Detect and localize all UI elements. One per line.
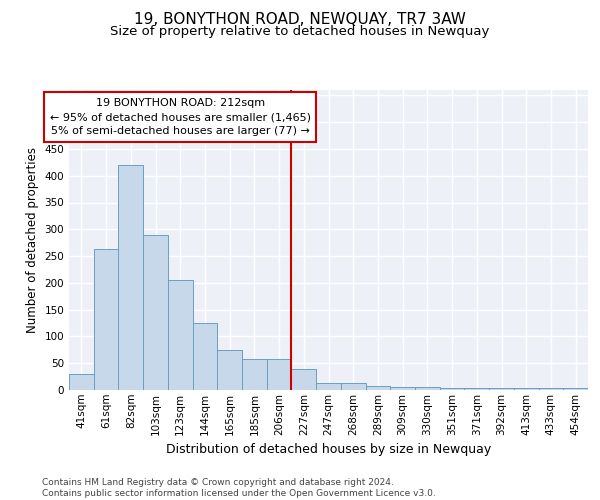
Bar xyxy=(168,280,193,390)
Bar xyxy=(69,374,94,390)
Bar xyxy=(464,388,489,390)
Bar xyxy=(539,388,563,390)
Bar xyxy=(316,382,341,390)
Bar xyxy=(292,368,316,390)
Bar xyxy=(365,386,390,390)
Bar xyxy=(217,350,242,390)
Bar xyxy=(242,359,267,390)
Bar xyxy=(341,382,365,390)
Text: Size of property relative to detached houses in Newquay: Size of property relative to detached ho… xyxy=(110,25,490,38)
Bar xyxy=(415,388,440,390)
Bar xyxy=(193,323,217,390)
Bar xyxy=(267,359,292,390)
Y-axis label: Number of detached properties: Number of detached properties xyxy=(26,147,39,333)
Bar xyxy=(390,388,415,390)
Text: Contains HM Land Registry data © Crown copyright and database right 2024.
Contai: Contains HM Land Registry data © Crown c… xyxy=(42,478,436,498)
Text: 19, BONYTHON ROAD, NEWQUAY, TR7 3AW: 19, BONYTHON ROAD, NEWQUAY, TR7 3AW xyxy=(134,12,466,28)
Bar xyxy=(143,234,168,390)
Bar xyxy=(489,388,514,390)
Bar xyxy=(118,165,143,390)
Bar xyxy=(440,388,464,390)
Text: 19 BONYTHON ROAD: 212sqm
← 95% of detached houses are smaller (1,465)
5% of semi: 19 BONYTHON ROAD: 212sqm ← 95% of detach… xyxy=(50,98,311,136)
X-axis label: Distribution of detached houses by size in Newquay: Distribution of detached houses by size … xyxy=(166,443,491,456)
Bar xyxy=(563,388,588,390)
Bar xyxy=(94,249,118,390)
Bar xyxy=(514,388,539,390)
